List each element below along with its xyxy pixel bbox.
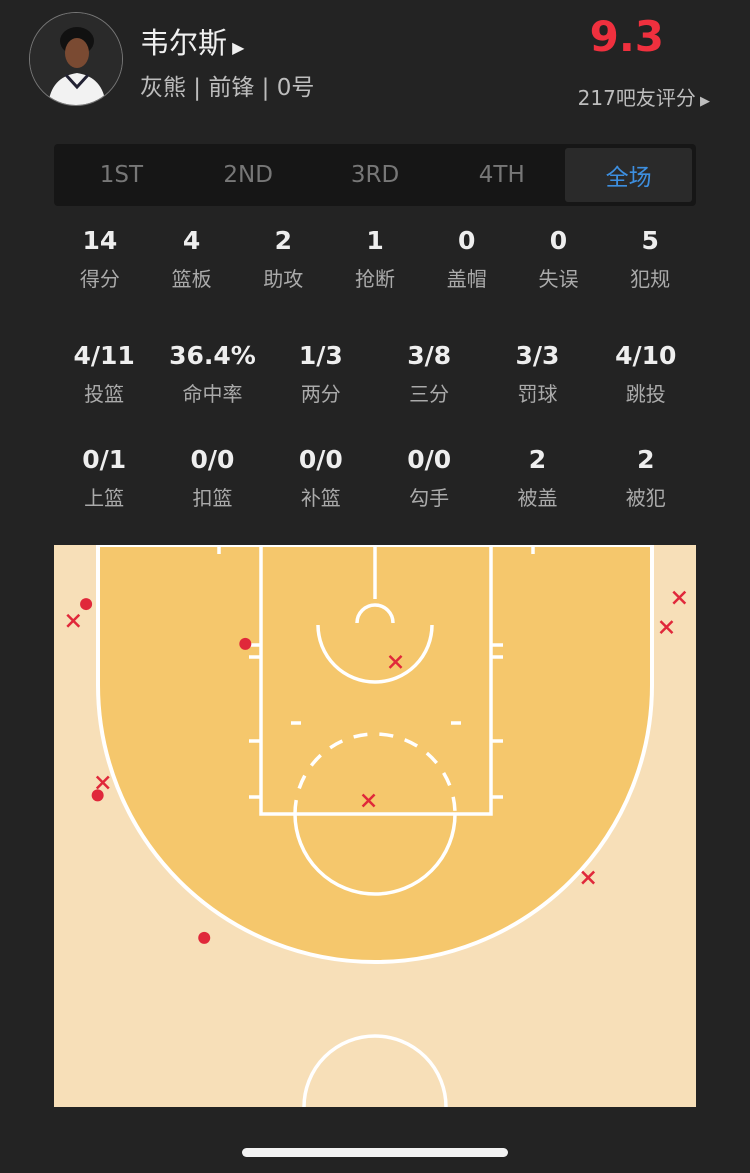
stat-value: 4 [182, 226, 201, 255]
stat-label: 命中率 [182, 382, 243, 406]
court-lines [217, 545, 535, 1107]
stat-cell: 14 得分 [54, 226, 146, 292]
stat-value: 3/8 [407, 341, 452, 370]
period-tabs: 1ST 2ND 3RD 4TH 全场 [54, 144, 696, 206]
stat-cell: 0 盖帽 [421, 226, 513, 292]
raters-text: 217吧友评分 [577, 86, 696, 110]
stat-label: 抢断 [355, 267, 396, 291]
missed-shot-marker [95, 775, 110, 790]
player-name-text: 韦尔斯 [140, 26, 228, 60]
stat-value: 1/3 [298, 341, 343, 370]
missed-shot-marker [581, 870, 596, 885]
stat-label: 被犯 [625, 486, 666, 510]
tab-3rd[interactable]: 3RD [350, 162, 400, 188]
made-shot-marker [91, 789, 104, 802]
stat-value: 5 [641, 226, 659, 255]
missed-shot-marker [66, 613, 81, 628]
stat-cell: 1/3 两分 [267, 341, 375, 407]
stat-label: 投篮 [84, 382, 125, 406]
stat-label: 上篮 [84, 486, 125, 510]
stat-label: 篮板 [171, 267, 212, 291]
stat-value: 0/1 [82, 445, 127, 474]
made-shot-marker [198, 931, 211, 944]
stat-label: 助攻 [263, 267, 304, 291]
tab-4th[interactable]: 4TH [478, 162, 525, 188]
stat-cell: 0/1 上篮 [50, 445, 158, 511]
three-point-line [96, 545, 654, 964]
stat-label: 补篮 [300, 486, 341, 510]
stat-cell: 1 抢断 [329, 226, 421, 292]
stat-cell: 36.4% 命中率 [158, 341, 266, 407]
player-rating: 9.3 [589, 12, 664, 61]
stat-value: 0/0 [298, 445, 343, 474]
stat-label: 罚球 [517, 382, 558, 406]
home-indicator[interactable] [242, 1148, 508, 1157]
stat-value: 2 [528, 445, 547, 474]
basic-stats-row: 14 得分 4 篮板 2 助攻 1 抢断 0 盖帽 0 失误 5 犯规 [54, 226, 696, 292]
stat-value: 4/10 [615, 341, 677, 370]
stat-label: 扣篮 [192, 486, 233, 510]
stat-label: 三分 [409, 382, 450, 406]
stat-cell: 4/11 投篮 [50, 341, 158, 407]
stat-label: 失误 [538, 267, 579, 291]
missed-shot-marker [388, 654, 403, 669]
stat-label: 犯规 [630, 267, 671, 291]
stat-cell: 0 失误 [513, 226, 605, 292]
stat-value: 14 [82, 226, 118, 255]
stat-cell: 2 被盖 [483, 445, 591, 511]
stat-value: 1 [366, 226, 384, 255]
stat-value: 3/3 [515, 341, 560, 370]
stat-cell: 0/0 扣篮 [158, 445, 266, 511]
stat-cell: 5 犯规 [604, 226, 696, 292]
stat-label: 得分 [79, 267, 120, 291]
stat-cell: 4 篮板 [146, 226, 238, 292]
stat-cell: 3/3 罚球 [483, 341, 591, 407]
stat-value: 0/0 [190, 445, 235, 474]
made-shot-marker [239, 637, 252, 650]
play-arrow-icon: ▶ [227, 38, 245, 57]
stat-value: 36.4% [169, 341, 256, 370]
stat-cell: 4/10 跳投 [592, 341, 700, 407]
missed-shot-marker [659, 620, 674, 635]
player-meta: 灰熊 | 前锋 | 0号 [140, 75, 315, 101]
stat-cell: 2 助攻 [237, 226, 329, 292]
tab-full-game[interactable]: 全场 [565, 148, 692, 202]
stat-value: 0 [458, 226, 476, 255]
tab-1st[interactable]: 1ST [99, 162, 144, 188]
stat-cell: 3/8 三分 [375, 341, 483, 407]
stat-cell: 2 被犯 [592, 445, 700, 511]
player-avatar[interactable] [29, 12, 123, 106]
stat-value: 0/0 [407, 445, 452, 474]
stat-cell: 0/0 勾手 [375, 445, 483, 511]
shot-type-stats-row: 0/1 上篮 0/0 扣篮 0/0 补篮 0/0 勾手 2 被盖 2 被犯 [50, 445, 700, 511]
made-shot-marker [80, 598, 93, 611]
shooting-stats-row: 4/11 投篮 36.4% 命中率 1/3 两分 3/8 三分 3/3 罚球 4/10 跳投 [50, 341, 700, 407]
shot-chart [54, 545, 696, 1107]
stat-value: 4/11 [73, 341, 135, 370]
stat-value: 0 [549, 226, 568, 255]
stat-value: 2 [274, 226, 292, 255]
missed-shot-marker [672, 590, 687, 605]
tab-2nd[interactable]: 2ND [223, 162, 273, 188]
stat-label: 盖帽 [446, 267, 487, 291]
stat-label: 跳投 [625, 382, 666, 406]
player-name[interactable]: 韦尔斯 ▶ [140, 20, 244, 62]
raters-link[interactable]: 217吧友评分 ▶ [578, 82, 710, 111]
missed-shot-marker [361, 793, 376, 808]
stat-label: 勾手 [409, 486, 450, 510]
stat-cell: 0/0 补篮 [267, 445, 375, 511]
stat-label: 两分 [300, 382, 341, 406]
play-arrow-icon: ▶ [695, 94, 710, 109]
stat-value: 2 [637, 445, 655, 474]
stat-label: 被盖 [517, 486, 558, 510]
player-photo [30, 13, 122, 105]
